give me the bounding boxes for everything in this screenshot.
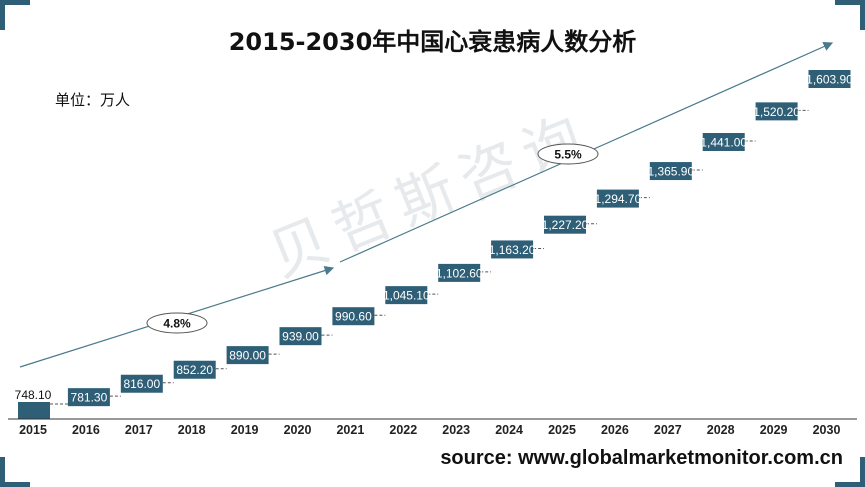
frame-corner	[835, 482, 865, 487]
x-tick-label: 2016	[72, 423, 100, 437]
bars	[18, 70, 851, 419]
bar	[385, 286, 428, 305]
bar	[67, 388, 110, 407]
x-tick-label: 2019	[231, 423, 259, 437]
cagr-ellipse	[146, 312, 208, 334]
data-label: 816.00	[123, 377, 160, 391]
bar-connectors	[50, 109, 809, 405]
data-labels: 748.10 781.30 816.00 852.20 890.00 939.00 990.…	[15, 73, 854, 405]
bar	[226, 346, 269, 365]
frame-corner	[0, 0, 30, 5]
chart-title: 2015-2030年中国心衰患病人数分析	[228, 28, 637, 56]
x-tick-label: 2017	[125, 423, 153, 437]
data-label: 781.30	[71, 391, 108, 405]
bar	[808, 70, 851, 88]
x-tick-label: 2028	[707, 423, 735, 437]
x-tick-label: 2027	[654, 423, 682, 437]
data-label: 1,227.20	[542, 218, 589, 232]
x-tick-label: 2022	[389, 423, 417, 437]
data-label: 1,294.70	[595, 192, 642, 206]
data-label: 1,365.90	[647, 165, 694, 179]
cagr-label: 5.5%	[554, 148, 582, 162]
x-tick-label: 2024	[495, 423, 523, 437]
data-label: 852.20	[176, 363, 213, 377]
x-tick-label: 2026	[601, 423, 629, 437]
bar	[649, 162, 692, 181]
bar	[544, 215, 586, 234]
bar	[702, 133, 745, 152]
data-label: 1,520.20	[753, 105, 800, 119]
cagr-ellipse	[537, 143, 599, 165]
bar	[438, 263, 481, 282]
unit-label: 单位：万人	[55, 91, 131, 109]
bar	[173, 360, 216, 379]
frame-corner	[860, 0, 865, 30]
frame-corner	[835, 0, 865, 5]
bar	[18, 402, 50, 419]
x-axis: 2015 2016 2017 2018 2019 2020 2021 2022 2023 2024…	[8, 418, 857, 437]
frame-corner	[0, 482, 30, 487]
bar	[491, 240, 534, 259]
data-label: 1,163.20	[489, 243, 536, 257]
data-label: 1,045.10	[383, 289, 430, 303]
bar	[332, 307, 375, 326]
data-label: 939.00	[282, 330, 319, 344]
x-tick-label: 2025	[548, 423, 576, 437]
x-tick-label: 2015	[19, 423, 47, 437]
data-label: 890.00	[229, 349, 266, 363]
data-label: 1,603.90	[806, 73, 853, 87]
data-label: 990.60	[335, 310, 372, 324]
trend-arrows	[19, 42, 834, 368]
x-tick-label: 2020	[284, 423, 312, 437]
frame-corner	[0, 457, 5, 487]
frame-corner	[0, 0, 5, 30]
data-label: 748.10	[15, 388, 52, 402]
source-text: source: www.globalmarketmonitor.com.cn	[440, 447, 843, 469]
x-tick-label: 2030	[813, 423, 841, 437]
cagr-annotations: 4.8% 5.5%	[146, 143, 599, 334]
x-tick-label: 2021	[336, 423, 364, 437]
cagr-label: 4.8%	[163, 317, 191, 331]
bar	[279, 327, 322, 346]
x-tick-label: 2018	[178, 423, 206, 437]
bar	[596, 189, 639, 208]
data-label: 1,441.00	[700, 136, 747, 150]
x-tick-label: 2029	[760, 423, 788, 437]
frame-corner	[860, 457, 865, 487]
data-label: 1,102.60	[436, 266, 483, 280]
bar	[755, 102, 798, 121]
x-tick-label: 2023	[442, 423, 470, 437]
bar	[120, 374, 163, 393]
